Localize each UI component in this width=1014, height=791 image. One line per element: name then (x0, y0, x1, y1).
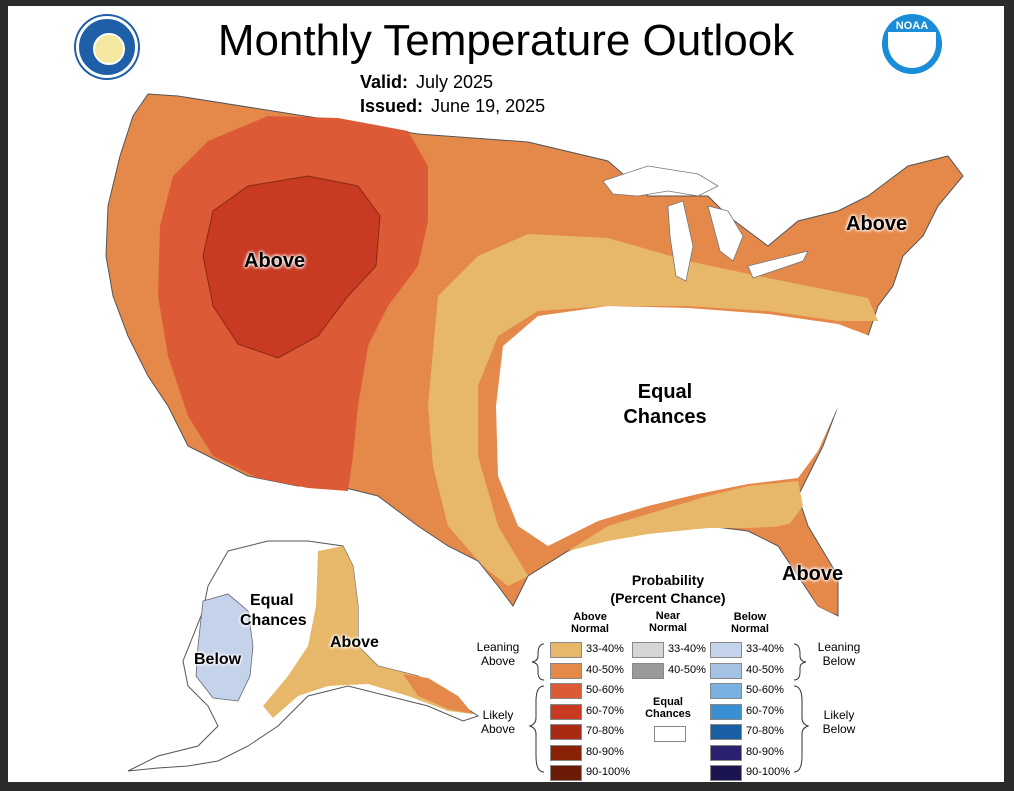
gulf-33-40-region (568, 481, 803, 551)
below-swatch-label: 80-90% (746, 745, 784, 758)
above-swatch (550, 662, 582, 679)
below-swatch-label: 50-60% (746, 684, 784, 696)
department-of-commerce-seal-icon (76, 16, 138, 78)
below-swatch-label: 60-70% (746, 704, 784, 717)
above-swatch-label: 90-100% (586, 766, 631, 778)
alaska-equal-label-1: Equal (250, 592, 294, 609)
below-swatch-label: 70-80% (746, 725, 784, 737)
near-swatch (632, 662, 664, 679)
leaning-above-label: Leaning Above (476, 640, 520, 668)
below-swatch (710, 703, 742, 720)
issued-label: Issued: (360, 96, 424, 116)
valid-line: Valid: July 2025 (360, 72, 493, 93)
alaska-below-label: Below (194, 651, 242, 668)
leaning-above-brace (531, 643, 545, 681)
central-equal-label-1: Equal (637, 381, 693, 403)
below-normal-head: Below Normal (731, 611, 769, 635)
above-swatch-label: 33-40% (586, 643, 624, 655)
equal-chances-head: Equal Chances (645, 696, 691, 720)
legend-title-1: Probability (631, 572, 705, 588)
issued-value: June 19, 2025 (431, 96, 546, 116)
above-swatch (550, 724, 582, 740)
alaska-equal-label-2: Chances (240, 612, 307, 629)
florida-above-label: Above (782, 563, 844, 585)
above-swatch (550, 642, 582, 658)
likely-above-label: Likely Above (480, 708, 516, 736)
near-swatch (632, 642, 664, 658)
above-swatch (550, 744, 582, 761)
page-title: Monthly Temperature Outlook (217, 16, 795, 65)
near-swatch-label: 40-50% (668, 663, 706, 676)
valid-label: Valid: (360, 72, 409, 92)
legend-title-2: (Percent Chance) (610, 590, 726, 606)
noaa-logo-icon: NOAA (882, 14, 942, 74)
below-swatch-label: 90-100% (746, 766, 791, 778)
below-swatch (710, 683, 742, 699)
alaska-above-label: Above (330, 634, 379, 651)
outlook-map (105, 93, 964, 773)
near-normal-head: Near Normal (649, 610, 687, 634)
below-swatch (710, 724, 742, 740)
above-swatch (550, 683, 582, 699)
below-swatch (710, 642, 742, 658)
leaning-below-brace (793, 643, 807, 681)
near-swatch-label: 33-40% (668, 643, 706, 655)
below-swatch (710, 744, 742, 761)
likely-below-brace (793, 685, 810, 773)
above-swatch-label: 70-80% (586, 725, 624, 737)
above-swatch-label: 80-90% (586, 745, 624, 758)
west-above-label: Above (244, 250, 306, 272)
below-swatch (710, 662, 742, 679)
above-swatch-label: 50-60% (586, 684, 624, 696)
central-equal-label-2: Chances (623, 406, 707, 428)
equal-chances-region (496, 306, 870, 546)
above-normal-head: Above Normal (571, 611, 609, 635)
above-swatch-label: 40-50% (586, 663, 624, 676)
valid-value: July 2025 (416, 72, 494, 92)
below-swatch (710, 765, 742, 781)
below-swatch-label: 33-40% (746, 643, 784, 655)
alaska-above-region (263, 546, 473, 718)
above-33-40-region (428, 234, 878, 586)
alaska-southeast-region (403, 674, 473, 714)
alaska-below-region (195, 593, 254, 702)
likely-below-label: Likely Below (822, 708, 856, 736)
great-lakes (602, 165, 809, 282)
leaning-below-label: Leaning Below (817, 640, 861, 668)
above-swatch-label: 60-70% (586, 704, 624, 717)
below-swatch-label: 40-50% (746, 663, 784, 676)
northeast-above-label: Above (846, 213, 908, 235)
likely-above-brace (528, 685, 545, 773)
florida-above-region (778, 521, 836, 614)
outlook-frame: NOAA Monthly Temperature Outlook Valid: J… (8, 6, 1004, 782)
issued-line: Issued: June 19, 2025 (360, 96, 545, 117)
above-swatch (550, 765, 582, 781)
noaa-logo-text: NOAA (895, 20, 929, 32)
above-swatch (550, 703, 582, 720)
above-60-70-region (202, 175, 381, 359)
equal-chances-swatch (654, 726, 686, 742)
